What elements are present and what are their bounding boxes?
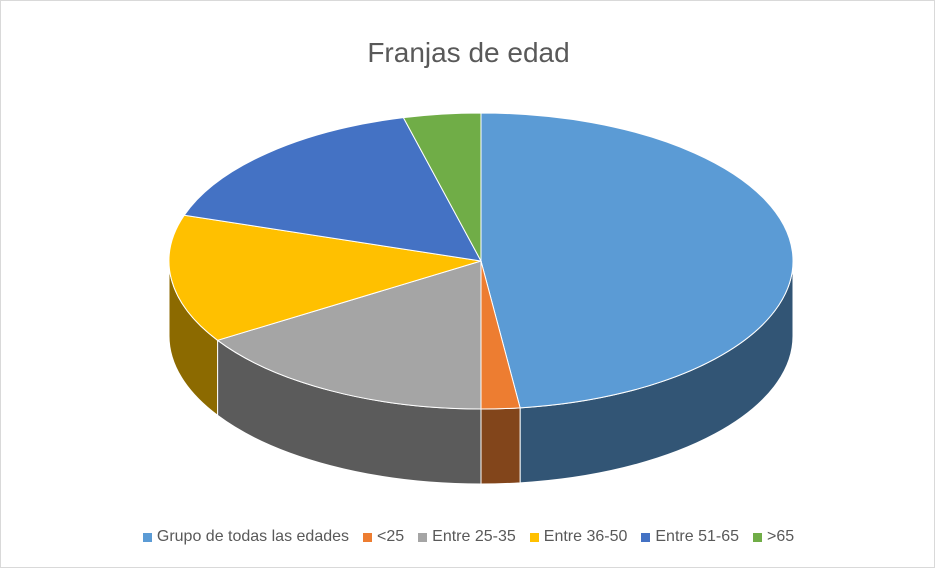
slice-side bbox=[480, 407, 521, 485]
legend-swatch bbox=[142, 532, 152, 542]
legend: Grupo de todas las edades <25 Entre 25-35 E… bbox=[1, 528, 935, 546]
chart-title: Franjas de edad bbox=[367, 37, 570, 68]
slice bbox=[402, 112, 482, 262]
slice bbox=[216, 260, 482, 410]
legend-swatch bbox=[363, 532, 373, 542]
legend-swatch bbox=[752, 532, 762, 542]
legend-item: Entre 36-50 bbox=[529, 528, 628, 546]
legend-label: Grupo de todas las edades bbox=[156, 528, 350, 545]
legend-item: >65 bbox=[752, 528, 795, 546]
legend-label: Entre 51-65 bbox=[655, 528, 739, 545]
legend-swatch bbox=[641, 532, 651, 542]
legend-swatch bbox=[418, 532, 428, 542]
legend-item: Entre 25-35 bbox=[418, 528, 516, 546]
legend-item: Entre 51-65 bbox=[641, 528, 739, 546]
legend-item: Grupo de todas las edades bbox=[142, 528, 350, 546]
slice bbox=[480, 112, 794, 409]
legend-label: Entre 36-50 bbox=[543, 528, 628, 545]
legend-swatch bbox=[529, 532, 539, 542]
legend-item: <25 bbox=[363, 528, 404, 546]
slice bbox=[183, 117, 482, 262]
legend-label: <25 bbox=[377, 528, 405, 545]
legend-label: Entre 25-35 bbox=[432, 528, 516, 545]
legend-label: >65 bbox=[766, 528, 795, 545]
slice bbox=[168, 214, 482, 341]
